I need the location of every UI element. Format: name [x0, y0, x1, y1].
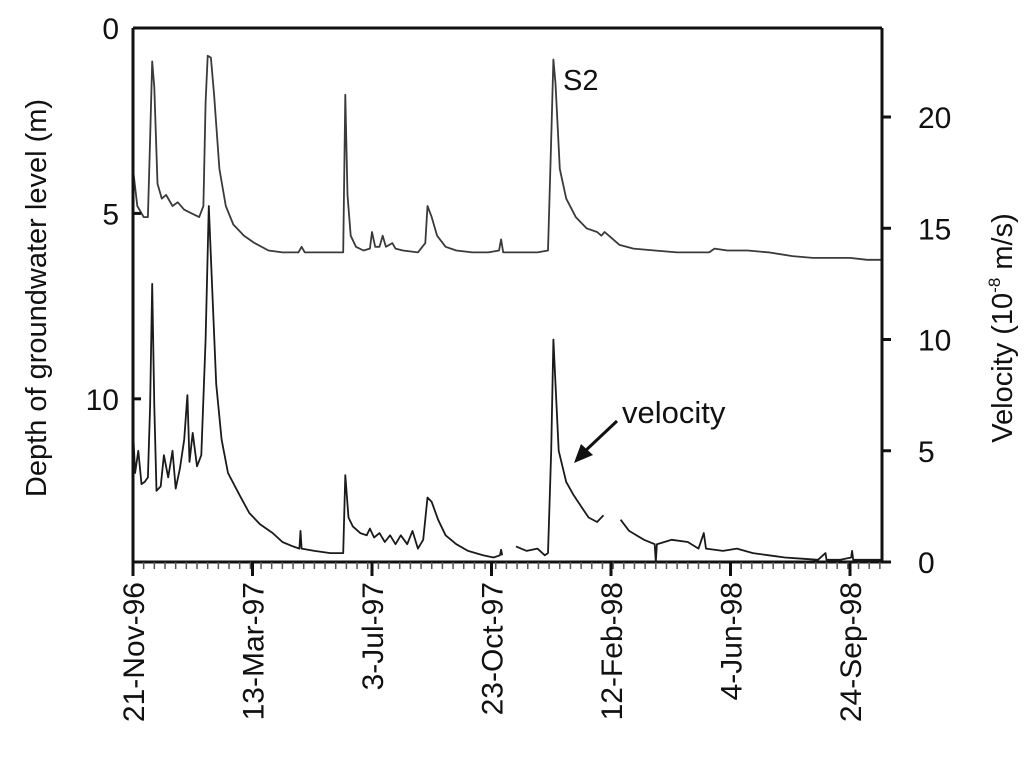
right-axis-tick-label: 20 [918, 102, 951, 135]
bottom-axis-tick-label: 3-Jul-97 [357, 582, 390, 690]
right-axis-tick-label: 0 [918, 547, 935, 580]
right-axis-tick-label: 5 [918, 436, 935, 469]
groundwater-depth-line [132, 54, 882, 261]
right-axis-title: Velocity (10-8 m/s) [985, 213, 1019, 442]
velocity-arrow-shaft [581, 419, 619, 455]
left-axis-title: Depth of groundwater level (m) [21, 99, 53, 497]
left-axis-tick-label: 0 [102, 13, 119, 46]
left-axis-tick-label: 5 [102, 198, 119, 231]
right-axis-title-exponent: -8 [985, 278, 1004, 293]
bottom-axis-tick-label: 4-Jun-98 [716, 582, 749, 700]
plot-area [132, 54, 882, 563]
right-axis-tick-label: 15 [918, 213, 951, 246]
groundwater-series-label: S2 [563, 65, 598, 97]
right-axis-title-suffix: m/s) [987, 213, 1019, 277]
velocity-line [132, 205, 882, 563]
velocity-series-label: velocity [622, 395, 726, 430]
bottom-axis-tick-label: 23-Oct-97 [477, 582, 510, 715]
bottom-axis-tick-label: 24-Sep-98 [835, 582, 868, 722]
left-axis-tick-label: 10 [86, 384, 119, 417]
bottom-axis-tick-label: 13-Mar-97 [238, 582, 271, 720]
velocity-arrowhead [574, 444, 593, 463]
axes: 0 5 10 0 5 10 15 20 21-Nov-96 13-Mar-97 3-Jul-97 23… [86, 13, 952, 722]
right-axis-tick-label: 10 [918, 325, 951, 358]
axis-labels: Depth of groundwater level (m) Velocity … [21, 65, 1019, 497]
bottom-axis-tick-label: 12-Feb-98 [596, 582, 629, 720]
right-axis-title-prefix: Velocity (10 [987, 293, 1019, 443]
bottom-axis-tick-label: 21-Nov-96 [118, 582, 151, 722]
